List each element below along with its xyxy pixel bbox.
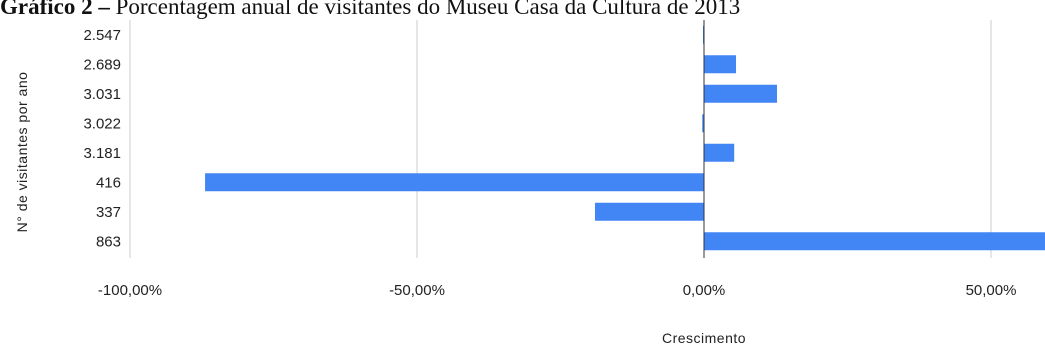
y-tick-label-5: 416	[96, 174, 121, 191]
chart-title-label: Gráfico 2	[0, 0, 93, 19]
grid-lines	[129, 20, 992, 258]
y-tick-label-7: 863	[96, 233, 121, 250]
y-tick-labels: 2.547 2.689 3.031 3.022 3.181 416 337 863	[83, 27, 121, 251]
y-tick-label-0: 2.547	[83, 27, 121, 44]
bar-6	[594, 202, 704, 221]
x-axis-title: Crescimento	[662, 330, 746, 346]
y-tick-label-1: 2.689	[83, 56, 121, 73]
bar-3	[702, 114, 704, 133]
bar-1	[704, 55, 737, 74]
y-tick-label-4: 3.181	[83, 145, 121, 162]
bar-2	[704, 84, 778, 103]
chart-title-separator: –	[98, 0, 110, 19]
x-tick-label-1: -50,00%	[389, 282, 445, 299]
bar-5	[205, 173, 704, 192]
x-tick-label-3: 50,00%	[966, 282, 1017, 299]
x-tick-labels: -100,00% -50,00% 0,00% 50,00%	[98, 282, 1017, 299]
y-tick-label-2: 3.031	[83, 86, 121, 103]
chart-title: Gráfico 2 – Porcentagem anual de visitan…	[0, 0, 1045, 20]
bars	[205, 25, 1045, 251]
x-tick-label-0: -100,00%	[98, 282, 162, 299]
bar-4	[704, 143, 735, 162]
chart-title-text: Porcentagem anual de visitantes do Museu…	[115, 0, 741, 19]
y-tick-label-6: 337	[96, 204, 121, 221]
bar-7	[704, 232, 1045, 251]
x-tick-label-2: 0,00%	[683, 282, 726, 299]
y-tick-label-3: 3.022	[83, 115, 121, 132]
y-axis-title: N° de visitantes por ano	[14, 72, 30, 233]
